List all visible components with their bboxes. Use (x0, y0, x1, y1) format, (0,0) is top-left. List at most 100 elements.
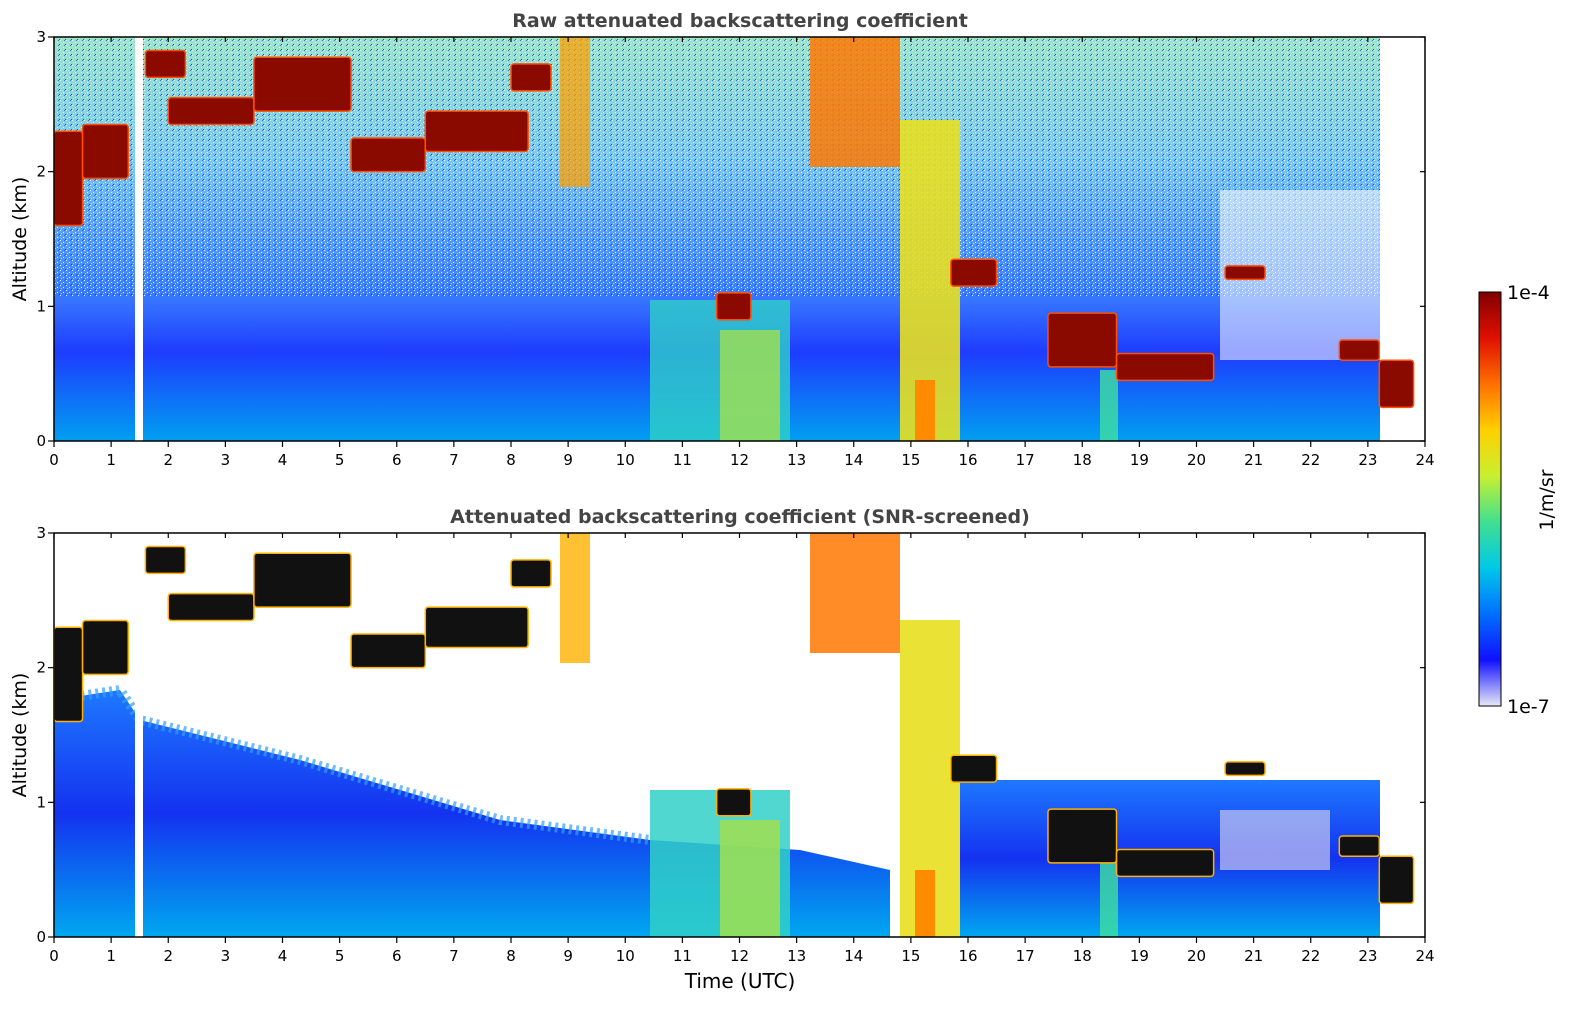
screened-y-tick-label: 3 (36, 524, 46, 542)
screened-x-tick-label: 11 (673, 947, 692, 965)
raw-cloud-segment (950, 258, 998, 287)
raw-cloud-segment (1338, 339, 1381, 361)
screened-y-axis: 0 1 2 3 (36, 524, 1425, 946)
screened-y-tick-label: 0 (36, 928, 46, 946)
raw-cloud-segment (54, 130, 84, 227)
raw-x-tick-label: 0 (49, 451, 59, 469)
raw-x-tick-label: 21 (1244, 451, 1263, 469)
screened-x-tick-label: 15 (901, 947, 920, 965)
raw-x-tick-label: 6 (392, 451, 402, 469)
screened-x-tick-label: 22 (1301, 947, 1320, 965)
screened-y-tick-label: 2 (36, 659, 46, 677)
raw-x-tick-label: 17 (1016, 451, 1035, 469)
raw-cloud-layers (54, 49, 1415, 409)
raw-x-tick-label: 3 (221, 451, 231, 469)
screened-cloud-segment (510, 559, 552, 588)
raw-cloud-segment (1047, 312, 1118, 368)
raw-x-tick-label: 8 (506, 451, 516, 469)
raw-x-tick-label: 18 (1073, 451, 1092, 469)
raw-y-tick-label: 1 (36, 297, 46, 315)
raw-x-tick-label: 10 (616, 451, 635, 469)
raw-cloud-segment (715, 292, 752, 321)
raw-panel-title: Raw attenuated backscattering coefficien… (512, 10, 968, 32)
screened-cloud-segment (54, 626, 84, 723)
screened-x-tick-label: 1 (106, 947, 116, 965)
raw-y-axis-label: Altitude (km) (9, 177, 31, 302)
screened-x-tick-label: 14 (844, 947, 863, 965)
screened-x-tick-label: 3 (221, 947, 231, 965)
screened-cloud-segment (1378, 855, 1415, 905)
raw-x-tick-label: 22 (1301, 451, 1320, 469)
raw-panel: Raw attenuated backscattering coefficien… (9, 10, 1435, 469)
screened-x-tick-label: 12 (730, 947, 749, 965)
colorbar-max-label: 1e-4 (1507, 282, 1550, 304)
screened-x-tick-label: 19 (1130, 947, 1149, 965)
screened-x-tick-label: 10 (616, 947, 635, 965)
screened-panel-title: Attenuated backscattering coefficient (S… (450, 506, 1030, 528)
screened-x-tick-label: 0 (49, 947, 59, 965)
screened-y-axis-label: Altitude (km) (9, 673, 31, 798)
raw-x-tick-label: 7 (449, 451, 459, 469)
screened-x-tick-label: 24 (1415, 947, 1434, 965)
raw-x-tick-label: 13 (787, 451, 806, 469)
raw-y-tick-label: 3 (36, 28, 46, 46)
raw-x-axis: 0 1 2 3 4 5 6 7 8 9 10 11 12 13 14 15 16 17 18 19 20 21 22 23 24 (49, 37, 1435, 469)
raw-x-tick-label: 20 (1187, 451, 1206, 469)
screened-x-tick-label: 13 (787, 947, 806, 965)
raw-x-tick-label: 4 (278, 451, 288, 469)
screened-cloud-segment (715, 788, 752, 817)
colorbar-min-label: 1e-7 (1507, 696, 1550, 718)
screened-cloud-segment (1115, 848, 1215, 878)
screened-cloud-segment (1224, 761, 1266, 777)
raw-cloud-segment (350, 137, 427, 173)
screened-panel: Attenuated backscattering coefficient (S… (9, 506, 1435, 993)
colorbar-scale (1478, 291, 1502, 707)
raw-y-tick-label: 2 (36, 163, 46, 181)
raw-x-tick-label: 9 (563, 451, 573, 469)
screened-x-tick-label: 18 (1073, 947, 1092, 965)
raw-x-tick-label: 14 (844, 451, 863, 469)
raw-x-tick-label: 19 (1130, 451, 1149, 469)
screened-cloud-segment (81, 619, 130, 676)
screened-y-tick-label: 1 (36, 793, 46, 811)
x-axis-label: Time (UTC) (684, 969, 796, 993)
screened-cloud-segment (144, 545, 187, 575)
screened-cloud-segment (1338, 835, 1381, 857)
raw-cloud-segment (144, 49, 187, 79)
raw-cloud-segment (510, 63, 552, 92)
raw-cloud-segment (81, 123, 130, 180)
colorbar-unit-label: 1/m/sr (1536, 469, 1558, 530)
screened-cloud-segment (350, 633, 427, 669)
raw-cloud-segment (1115, 352, 1215, 382)
screened-cloud-segment (167, 592, 255, 622)
raw-x-tick-label: 24 (1415, 451, 1434, 469)
screened-x-tick-label: 23 (1358, 947, 1377, 965)
raw-x-tick-label: 2 (163, 451, 173, 469)
raw-x-tick-label: 11 (673, 451, 692, 469)
raw-y-tick-label: 0 (36, 432, 46, 450)
screened-x-tick-label: 9 (563, 947, 573, 965)
screened-x-tick-label: 2 (163, 947, 173, 965)
colorbar: 1e-4 1e-7 1/m/sr (1478, 282, 1558, 718)
raw-x-tick-label: 12 (730, 451, 749, 469)
raw-cloud-segment (1378, 359, 1415, 409)
raw-x-tick-label: 23 (1358, 451, 1377, 469)
screened-cloud-segment (950, 754, 998, 783)
screened-cloud-layers (54, 545, 1415, 905)
screened-cloud-segment (424, 606, 529, 649)
screened-cloud-segment (1047, 808, 1118, 864)
screened-cloud-segment (253, 552, 352, 608)
screened-x-tick-label: 17 (1016, 947, 1035, 965)
raw-cloud-segment (253, 56, 352, 112)
screened-x-tick-label: 20 (1187, 947, 1206, 965)
raw-cloud-segment (1224, 265, 1266, 281)
raw-plot-area (54, 37, 1425, 441)
raw-cloud-segment (424, 110, 529, 153)
screened-x-tick-label: 16 (958, 947, 977, 965)
raw-x-tick-label: 16 (958, 451, 977, 469)
screened-x-tick-label: 5 (335, 947, 345, 965)
screened-x-axis: 0 1 2 3 4 5 6 7 8 9 10 11 12 13 14 15 16 17 18 19 20 21 22 23 24 (49, 533, 1435, 965)
screened-plot-area (54, 533, 1425, 937)
raw-cloud-segment (167, 96, 255, 126)
